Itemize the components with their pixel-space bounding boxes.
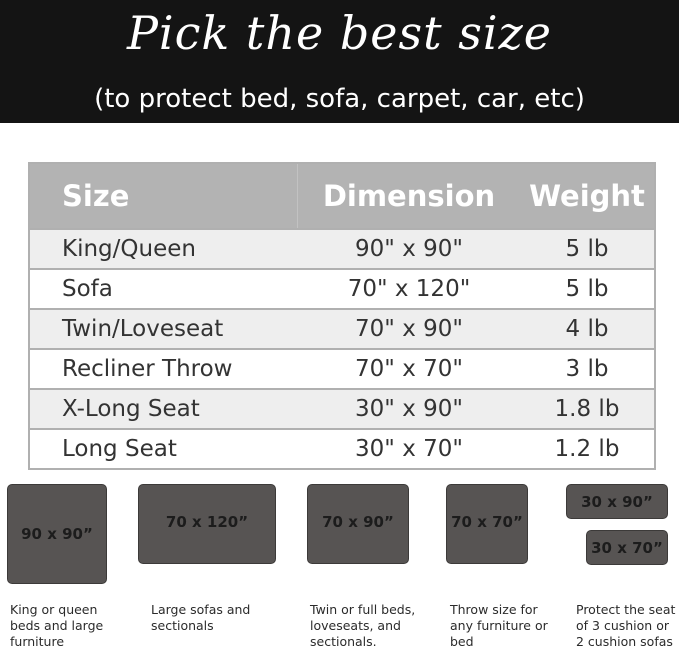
swatch-label: 70 x 120” <box>165 513 249 531</box>
table-row: Sofa 70" x 120" 5 lb <box>30 268 654 308</box>
swatch-label: 30 x 70” <box>591 538 663 557</box>
cell-dimension: 30" x 90" <box>355 396 463 422</box>
swatch-label: 90 x 90” <box>21 525 93 543</box>
swatch-label: 70 x 90” <box>322 513 394 531</box>
cell-size: Recliner Throw <box>62 356 233 382</box>
table-row: X-Long Seat 30" x 90" 1.8 lb <box>30 388 654 428</box>
desc-twin: Twin or full beds, loveseats, and sectio… <box>310 602 416 649</box>
cell-size: Sofa <box>62 276 113 302</box>
cell-dimension: 30" x 70" <box>355 436 463 462</box>
swatch-label: 30 x 90” <box>581 492 653 511</box>
cell-dimension: 70" x 90" <box>355 316 463 342</box>
desc-sofa: Large sofas and sectionals <box>151 602 251 633</box>
cell-dimension: 70" x 70" <box>355 356 463 382</box>
desc-king-queen: King or queen beds and large furniture <box>10 602 104 649</box>
cell-weight: 5 lb <box>565 276 609 302</box>
cell-dimension: 90" x 90" <box>355 236 463 262</box>
swatch-70x120: 70 x 120” <box>138 484 276 564</box>
cell-size: Twin/Loveseat <box>62 316 224 342</box>
cell-weight: 1.8 lb <box>554 396 620 422</box>
desc-throw: Throw size for any furniture or bed <box>450 602 548 649</box>
cell-size: X-Long Seat <box>62 396 200 422</box>
header-dimension: Dimension <box>322 179 496 213</box>
swatch-70x70: 70 x 70” <box>446 484 528 564</box>
desc-seat: Protect the seat of 3 cushion or 2 cushi… <box>576 602 676 649</box>
cell-size: Long Seat <box>62 436 177 462</box>
table-row: King/Queen 90" x 90" 5 lb <box>30 228 654 268</box>
table-row: Long Seat 30" x 70" 1.2 lb <box>30 428 654 468</box>
swatch-30x70: 30 x 70” <box>586 530 668 565</box>
table-row: Twin/Loveseat 70" x 90" 4 lb <box>30 308 654 348</box>
swatch-90x90: 90 x 90” <box>7 484 107 584</box>
swatch-70x90: 70 x 90” <box>307 484 409 564</box>
banner-title: Pick the best size <box>126 6 553 60</box>
header-weight: Weight <box>529 179 645 213</box>
table-row: Recliner Throw 70" x 70" 3 lb <box>30 348 654 388</box>
swatch-30x90: 30 x 90” <box>566 484 668 519</box>
cell-weight: 5 lb <box>565 236 609 262</box>
banner-subtitle: (to protect bed, sofa, carpet, car, etc) <box>94 84 585 114</box>
table-header: Size Dimension Weight <box>30 164 654 228</box>
cell-dimension: 70" x 120" <box>347 276 471 302</box>
cell-weight: 3 lb <box>565 356 609 382</box>
size-table: Size Dimension Weight King/Queen 90" x 90… <box>28 162 656 470</box>
banner: Pick the best size (to protect bed, sofa… <box>0 0 679 123</box>
swatch-label: 70 x 70” <box>451 513 523 531</box>
header-size: Size <box>30 164 298 228</box>
cell-weight: 4 lb <box>565 316 609 342</box>
cell-size: King/Queen <box>62 236 196 262</box>
cell-weight: 1.2 lb <box>554 436 620 462</box>
